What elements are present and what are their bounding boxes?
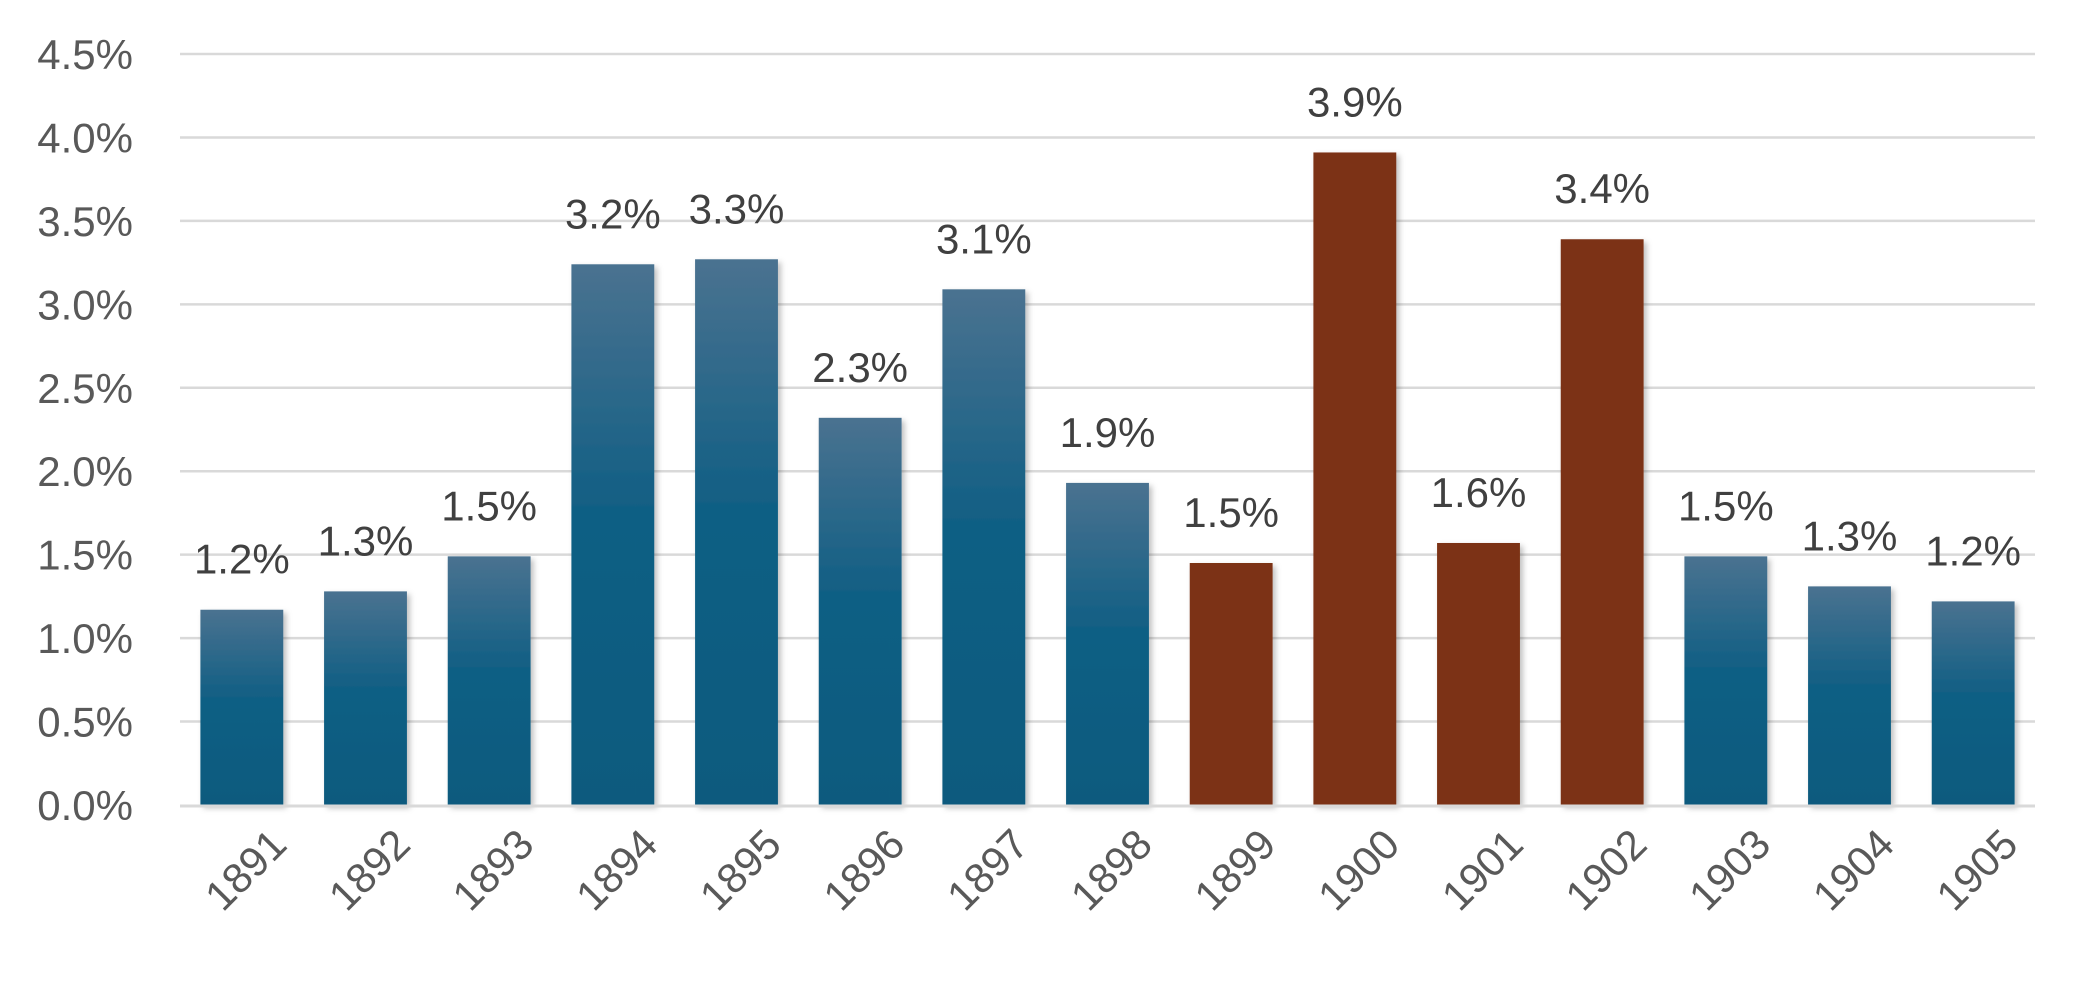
- y-tick-label: 1.5%: [37, 532, 133, 579]
- x-tick-label-1895: 1895: [691, 820, 790, 919]
- bars: [200, 152, 2015, 806]
- bar-1899: [1189, 563, 1273, 805]
- x-tick-label-1892: 1892: [320, 820, 419, 919]
- x-tick-label-1903: 1903: [1680, 820, 1779, 919]
- x-tick-label-1893: 1893: [443, 820, 542, 919]
- y-axis-tick-labels: 0.0% 0.5% 1.0% 1.5% 2.0% 2.5% 3.0% 3.5% 4.0% 4.5%: [37, 31, 133, 829]
- data-label-1903: 1.5%: [1678, 482, 1774, 529]
- x-tick-label-1896: 1896: [814, 820, 913, 919]
- data-label-1899: 1.5%: [1183, 489, 1279, 536]
- bar-1904: [1808, 586, 1891, 805]
- x-tick-label-1905: 1905: [1927, 820, 2026, 919]
- data-label-1905: 1.2%: [1925, 527, 2021, 574]
- data-label-1897: 3.1%: [936, 215, 1032, 262]
- y-tick-label: 2.5%: [37, 365, 133, 412]
- bar-1895: [695, 259, 778, 806]
- data-label-1894: 3.2%: [565, 190, 661, 237]
- y-tick-label: 3.5%: [37, 198, 133, 245]
- data-label-1902: 3.4%: [1554, 165, 1650, 212]
- x-tick-label-1899: 1899: [1185, 820, 1284, 919]
- bar-1905: [1931, 601, 2015, 805]
- data-label-1893: 1.5%: [441, 482, 537, 529]
- data-label-1895: 3.3%: [689, 185, 785, 232]
- x-tick-label-1894: 1894: [567, 820, 666, 919]
- y-tick-label: 3.0%: [37, 281, 133, 328]
- y-tick-label: 1.0%: [37, 615, 133, 662]
- bar-1900: [1313, 152, 1397, 805]
- data-label-1892: 1.3%: [318, 517, 414, 564]
- bar-1894: [571, 264, 655, 805]
- y-tick-label: 4.0%: [37, 114, 133, 161]
- x-tick-label-1901: 1901: [1433, 820, 1532, 919]
- data-label-1900: 3.9%: [1307, 78, 1403, 125]
- data-label-1904: 1.3%: [1802, 512, 1898, 559]
- bar-1893: [447, 556, 531, 805]
- bar-1902: [1560, 239, 1644, 805]
- bar-1898: [1066, 482, 1149, 805]
- data-label-1901: 1.6%: [1431, 469, 1527, 516]
- x-axis-tick-labels: 1891 1892 1893 1894 1895 1896 1897 1898 1899 1900…: [196, 820, 2027, 919]
- data-label-1896: 2.3%: [812, 344, 908, 391]
- x-tick-label-1904: 1904: [1804, 820, 1903, 919]
- y-tick-label: 0.0%: [37, 782, 133, 829]
- bar-1897: [942, 289, 1026, 805]
- y-tick-label: 2.0%: [37, 448, 133, 495]
- x-tick-label-1897: 1897: [938, 820, 1037, 919]
- x-tick-label-1898: 1898: [1062, 820, 1161, 919]
- bar-1901: [1437, 542, 1520, 805]
- y-tick-label: 4.5%: [37, 31, 133, 78]
- data-labels: 1.2% 1.3% 1.5% 3.2% 3.3% 2.3% 3.1% 1.9% 1.5% 3.9%…: [194, 78, 2021, 582]
- x-tick-label-1891: 1891: [196, 820, 295, 919]
- data-label-1891: 1.2%: [194, 536, 290, 583]
- bar-1903: [1684, 556, 1768, 805]
- y-tick-label: 0.5%: [37, 699, 133, 746]
- data-label-1898: 1.9%: [1060, 409, 1156, 456]
- x-tick-label-1902: 1902: [1556, 820, 1655, 919]
- bar-1891: [200, 609, 284, 805]
- x-tick-label-1900: 1900: [1309, 820, 1408, 919]
- bar-1896: [818, 417, 902, 805]
- bar-1892: [324, 591, 407, 805]
